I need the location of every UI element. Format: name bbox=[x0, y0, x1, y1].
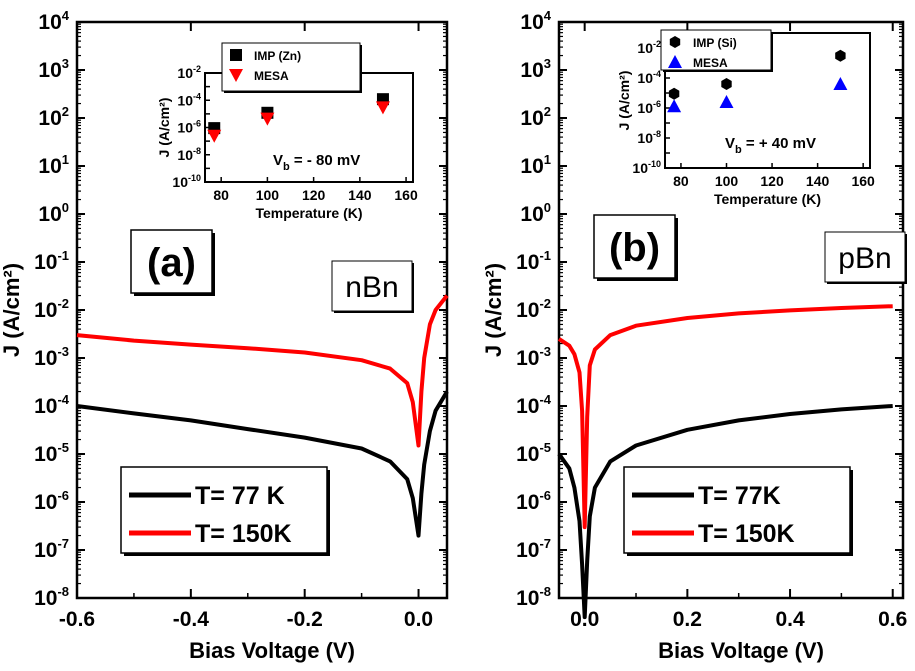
inset-x-tick-label: 100 bbox=[256, 187, 280, 203]
x-axis-label: Bias Voltage (V) bbox=[189, 638, 355, 663]
x-tick-label: 0.6 bbox=[878, 608, 907, 631]
device-label-box bbox=[331, 260, 413, 312]
inset-x-axis-label: Temperature (K) bbox=[714, 191, 821, 207]
inset-x-tick-label: 120 bbox=[302, 187, 326, 203]
legend-label: T= 77K bbox=[698, 482, 781, 510]
inset-legend-label: MESA bbox=[254, 69, 289, 83]
panel-b: 10-810-710-610-510-410-310-210-110010110… bbox=[481, 8, 907, 663]
inset-legend-box bbox=[221, 42, 361, 92]
inset-x-tick-label: 160 bbox=[394, 187, 418, 203]
x-tick-label: 0.4 bbox=[775, 608, 805, 631]
bias-value: = - 80 mV bbox=[290, 152, 360, 169]
y-axis-label: J (A/cm²) bbox=[0, 263, 24, 357]
series-line-low-temp bbox=[76, 390, 449, 538]
inset-point-mesa bbox=[667, 99, 682, 113]
inset-legend-marker bbox=[669, 36, 681, 48]
panel-label: (a) bbox=[147, 241, 196, 285]
inset-x-tick-label: 140 bbox=[806, 173, 830, 189]
device-label-box bbox=[824, 231, 906, 283]
bias-annotation: Vb = - 80 mV bbox=[273, 152, 360, 173]
inset-point-imp bbox=[668, 87, 680, 100]
inset-x-tick-label: 100 bbox=[715, 173, 739, 189]
inset-x-tick-label: 80 bbox=[213, 187, 229, 203]
inset-legend-marker bbox=[229, 69, 243, 82]
x-tick-label: 0.2 bbox=[673, 608, 702, 631]
inset-x-tick-label: 120 bbox=[760, 173, 784, 189]
panel-label-box bbox=[593, 214, 676, 279]
inset-y-axis-label: J (A/cm²) bbox=[616, 71, 632, 131]
inset-legend-label: MESA bbox=[693, 56, 728, 70]
inset-legend-marker bbox=[230, 49, 242, 61]
legend-label: T= 150K bbox=[698, 520, 795, 548]
x-tick-label: 0.0 bbox=[404, 608, 433, 631]
inset-x-axis-label: Temperature (K) bbox=[255, 205, 362, 221]
inset-y-axis-label: J (A/cm²) bbox=[156, 98, 172, 158]
inset-point-mesa bbox=[719, 95, 734, 109]
inset-point-imp bbox=[721, 78, 732, 90]
legend-box bbox=[120, 466, 328, 554]
inset-legend-label: IMP (Zn) bbox=[254, 49, 301, 63]
panel-label: (b) bbox=[609, 226, 660, 270]
inset-point-imp bbox=[835, 49, 846, 62]
inset-point-mesa bbox=[260, 112, 275, 126]
legend-label: T= 150K bbox=[195, 520, 292, 548]
legend-box bbox=[623, 466, 851, 554]
y-axis-label: J (A/cm²) bbox=[481, 263, 506, 357]
x-tick-label: -0.4 bbox=[173, 608, 210, 631]
inset-x-tick-label: 140 bbox=[348, 187, 372, 203]
inset-point-mesa bbox=[375, 101, 390, 115]
x-tick-label: 0.0 bbox=[570, 608, 599, 631]
inset-point-mesa bbox=[207, 129, 222, 143]
inset-x-tick-label: 160 bbox=[851, 173, 875, 189]
series-line-high-temp bbox=[557, 304, 893, 530]
device-label: nBn bbox=[345, 271, 398, 304]
series-line-high-temp bbox=[76, 294, 449, 448]
y-tick-label: 10-8 bbox=[34, 584, 69, 610]
panel-label-box bbox=[130, 229, 213, 294]
series-line-low-temp bbox=[557, 404, 893, 620]
inset-x-tick-label: 80 bbox=[673, 173, 689, 189]
device-label: pBn bbox=[838, 242, 891, 275]
x-tick-label: -0.6 bbox=[59, 608, 95, 631]
inset-legend-marker bbox=[668, 55, 682, 68]
bias-annotation: Vb = + 40 mV bbox=[725, 135, 816, 156]
y-tick-label: 10-1 bbox=[516, 248, 551, 274]
x-axis-label: Bias Voltage (V) bbox=[658, 638, 824, 663]
inset-legend-label: IMP (Si) bbox=[693, 36, 737, 50]
panel-a: 10-810-710-610-510-410-310-210-110010110… bbox=[0, 8, 449, 663]
legend-label: T= 77 K bbox=[195, 482, 285, 510]
x-tick-label: -0.2 bbox=[287, 608, 323, 631]
bias-value: = + 40 mV bbox=[742, 135, 816, 152]
inset-point-mesa bbox=[833, 76, 848, 90]
